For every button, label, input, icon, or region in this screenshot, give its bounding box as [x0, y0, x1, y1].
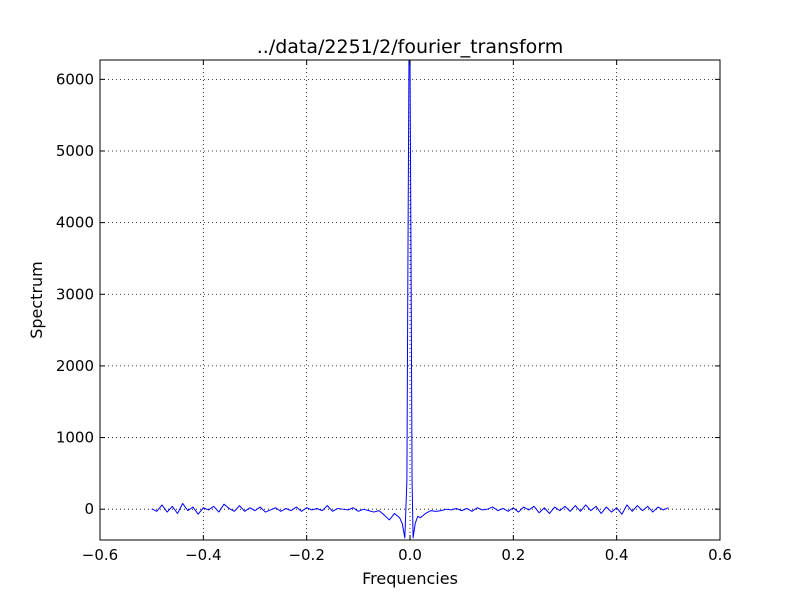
- y-axis-label: Spectrum: [27, 261, 46, 339]
- chart-title: ../data/2251/2/fourier_transform: [257, 36, 564, 58]
- y-tick-label: 6000: [56, 70, 94, 88]
- y-tick-label: 4000: [56, 214, 94, 232]
- plot-area: [151, 60, 669, 539]
- x-tick-label: 0.2: [501, 546, 525, 564]
- axis-ticks: −0.6 −0.4 −0.2 0.0 0.2 0.4 0.6 0 1000 2000 3000 400…: [56, 60, 732, 564]
- x-tick-label: −0.4: [185, 546, 221, 564]
- y-tick-label: 3000: [56, 285, 94, 303]
- y-tick-label: 5000: [56, 142, 94, 160]
- y-tick-label: 2000: [56, 357, 94, 375]
- y-tick-label: 1000: [56, 429, 94, 447]
- spectrum-series-line: [151, 60, 669, 539]
- x-axis-label: Frequencies: [362, 569, 458, 588]
- x-tick-label: 0.6: [708, 546, 732, 564]
- x-tick-label: 0.4: [605, 546, 629, 564]
- x-tick-label: 0.0: [398, 546, 422, 564]
- y-tick-label: 0: [84, 500, 94, 518]
- x-tick-label: −0.6: [82, 546, 118, 564]
- x-tick-label: −0.2: [288, 546, 324, 564]
- grid-lines: [99, 60, 721, 540]
